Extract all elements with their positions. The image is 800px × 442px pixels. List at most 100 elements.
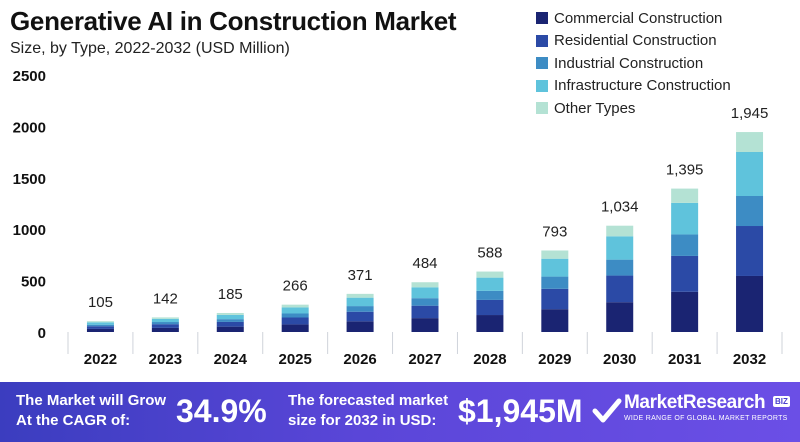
legend-label: Commercial Construction: [554, 9, 723, 27]
bar-segment: [411, 298, 439, 306]
bar-segment: [151, 327, 179, 332]
legend-item: Industrial Construction: [536, 52, 731, 75]
bar-segment: [411, 282, 439, 288]
legend-label: Residential Construction: [554, 32, 717, 50]
bar-segment: [216, 321, 244, 327]
bar-segment: [476, 290, 504, 300]
checkmark-logo-icon: [592, 398, 622, 423]
bar-total-label: 185: [218, 286, 243, 303]
bar-segment: [216, 312, 244, 315]
legend-swatch: [536, 34, 548, 47]
bar-segment: [606, 259, 634, 276]
bar-total-label: 588: [477, 245, 502, 262]
legend-label: Other Types: [554, 99, 636, 117]
bar-segment: [476, 271, 504, 278]
bar-segment: [346, 297, 374, 307]
bar-segment: [411, 305, 439, 319]
legend-label: Infrastructure Construction: [554, 77, 731, 95]
bar-segment: [346, 293, 374, 298]
bar-segment: [736, 275, 764, 332]
bar-segment: [216, 314, 244, 320]
bar-segment: [346, 321, 374, 332]
y-tick-label: 1500: [13, 171, 46, 188]
x-tick-label: 2026: [343, 351, 376, 368]
y-tick-label: 1000: [13, 222, 46, 239]
legend-swatch: [536, 102, 548, 115]
bar-total-label: 142: [153, 290, 178, 307]
bar-segment: [541, 258, 569, 277]
chart-title: Generative AI in Construction Market: [10, 6, 457, 36]
bar-segment: [86, 324, 114, 327]
y-tick-label: 2000: [13, 119, 46, 136]
x-tick-label: 2025: [278, 351, 311, 368]
bar-segment: [541, 309, 569, 332]
bar-segment: [151, 317, 179, 319]
bar-segment: [476, 277, 504, 291]
bar-segment: [606, 225, 634, 237]
bar-segment: [736, 226, 764, 276]
x-tick-label: 2031: [668, 351, 701, 368]
footer-banner: The Market will Grow At the CAGR of: 34.…: [0, 382, 800, 442]
bar-segment: [216, 319, 244, 322]
chart-legend: Commercial Construction Residential Const…: [536, 7, 731, 120]
x-tick-label: 2029: [538, 351, 571, 368]
forecast-label: The forecasted market size for 2032 in U…: [288, 392, 449, 429]
bar-segment: [86, 328, 114, 332]
legend-label: Industrial Construction: [554, 54, 704, 72]
legend-swatch: [536, 12, 548, 25]
bar-segment: [606, 302, 634, 332]
bar-total-label: 371: [348, 267, 373, 284]
cagr-value: 34.9%: [176, 393, 267, 429]
bar-segment: [671, 291, 699, 332]
bar-segment: [151, 318, 179, 323]
bar-segment: [541, 276, 569, 289]
x-tick-label: 2024: [214, 351, 248, 368]
bar-segment: [281, 304, 309, 308]
bar-segment: [346, 306, 374, 312]
y-tick-label: 2500: [13, 68, 46, 85]
bar-total-label: 1,945: [731, 105, 769, 122]
bar-segment: [86, 321, 114, 323]
x-tick-label: 2028: [473, 351, 506, 368]
bar-segment: [216, 326, 244, 332]
bar-segment: [346, 311, 374, 322]
x-tick-label: 2030: [603, 351, 636, 368]
legend-item: Commercial Construction: [536, 7, 731, 30]
bar-segment: [671, 188, 699, 203]
x-tick-label: 2027: [408, 351, 441, 368]
legend-item: Infrastructure Construction: [536, 75, 731, 98]
bar-segment: [281, 313, 309, 318]
logo-tagline: WIDE RANGE OF GLOBAL MARKET REPORTS: [624, 415, 788, 422]
bar-segment: [86, 322, 114, 325]
bar-total-label: 484: [412, 255, 437, 272]
x-tick-label: 2023: [149, 351, 182, 368]
bar-total-label: 793: [542, 223, 567, 240]
x-tick-label: 2022: [84, 351, 117, 368]
bar-total-label: 266: [283, 278, 308, 295]
bar-segment: [736, 151, 764, 196]
bar-segment: [671, 234, 699, 256]
logo-name: MarketResearch: [624, 392, 766, 413]
bar-total-label: 1,034: [601, 199, 639, 216]
bar-segment: [411, 318, 439, 332]
bar-segment: [541, 288, 569, 310]
bar-segment: [671, 255, 699, 292]
bar-total-label: 105: [88, 294, 113, 311]
bar-segment: [151, 322, 179, 325]
logo-badge: BIZ: [773, 396, 790, 407]
bar-segment: [476, 299, 504, 316]
y-tick-label: 500: [21, 274, 46, 291]
chart-subtitle: Size, by Type, 2022-2032 (USD Million): [10, 40, 290, 57]
bar-segment: [736, 195, 764, 227]
bar-segment: [671, 202, 699, 235]
x-tick-label: 2032: [733, 351, 766, 368]
y-tick-label: 0: [38, 325, 46, 342]
stacked-bar-chart: 0 500 1000 1500 2000 2500 105 2022 142 2023 185 202…: [13, 68, 783, 368]
bar-segment: [411, 287, 439, 299]
bar-segment: [281, 324, 309, 332]
cagr-label: The Market will Grow At the CAGR of:: [16, 392, 167, 429]
forecast-value: $1,945M: [458, 393, 583, 429]
bar-segment: [281, 307, 309, 314]
bar-segment: [541, 250, 569, 259]
bar-segment: [151, 324, 179, 328]
